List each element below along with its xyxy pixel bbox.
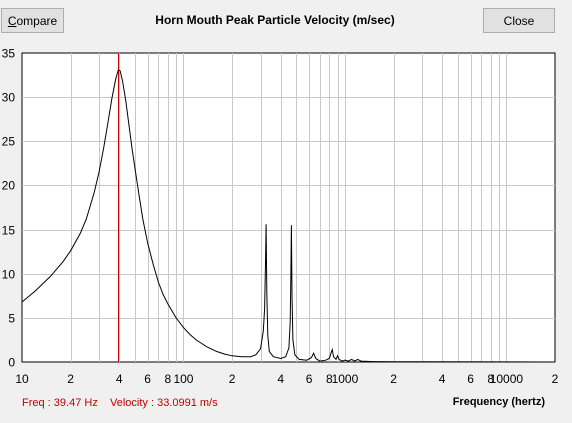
x-tick-label: 10 xyxy=(15,372,29,386)
x-axis-label: Frequency (hertz) xyxy=(452,396,545,408)
x-tick-label: 2 xyxy=(229,372,236,386)
series-line xyxy=(21,69,556,363)
x-tick-label: 1000 xyxy=(332,372,359,386)
y-tick-label: 15 xyxy=(2,224,16,238)
chart-title: Horn Mouth Peak Particle Velocity (m/sec… xyxy=(155,13,395,27)
y-tick-label: 5 xyxy=(8,312,15,326)
y-tick-label: 30 xyxy=(2,91,16,105)
x-tick-label: 6 xyxy=(144,372,151,386)
x-tick-label: 8 xyxy=(326,372,333,386)
x-tick-label: 8 xyxy=(487,372,494,386)
x-tick-label: 6 xyxy=(306,372,313,386)
compare-accelerator: C xyxy=(7,13,17,28)
y-tick-label: 25 xyxy=(2,135,16,149)
plot-area[interactable] xyxy=(21,52,556,363)
x-tick-label: 100 xyxy=(173,372,193,386)
x-tick-label: 4 xyxy=(116,372,123,386)
y-tick-label: 0 xyxy=(8,356,15,370)
y-tick-label: 35 xyxy=(2,47,16,61)
x-tick-label: 2 xyxy=(67,372,74,386)
close-button[interactable]: Close xyxy=(483,8,555,33)
x-tick-label: 4 xyxy=(439,372,446,386)
x-tick-label: 2 xyxy=(552,372,559,386)
x-tick-label: 8 xyxy=(164,372,171,386)
compare-label: ompare xyxy=(16,13,58,28)
y-tick-label: 20 xyxy=(2,179,16,193)
y-tick-label: 10 xyxy=(2,268,16,282)
velocity-readout: Velocity : 33.0991 m/s xyxy=(110,397,218,409)
x-tick-label: 2 xyxy=(390,372,397,386)
frequency-readout: Freq : 39.47 Hz xyxy=(22,397,98,409)
x-tick-label: 10000 xyxy=(490,372,524,386)
x-tick-label: 6 xyxy=(467,372,474,386)
x-tick-label: 4 xyxy=(277,372,284,386)
